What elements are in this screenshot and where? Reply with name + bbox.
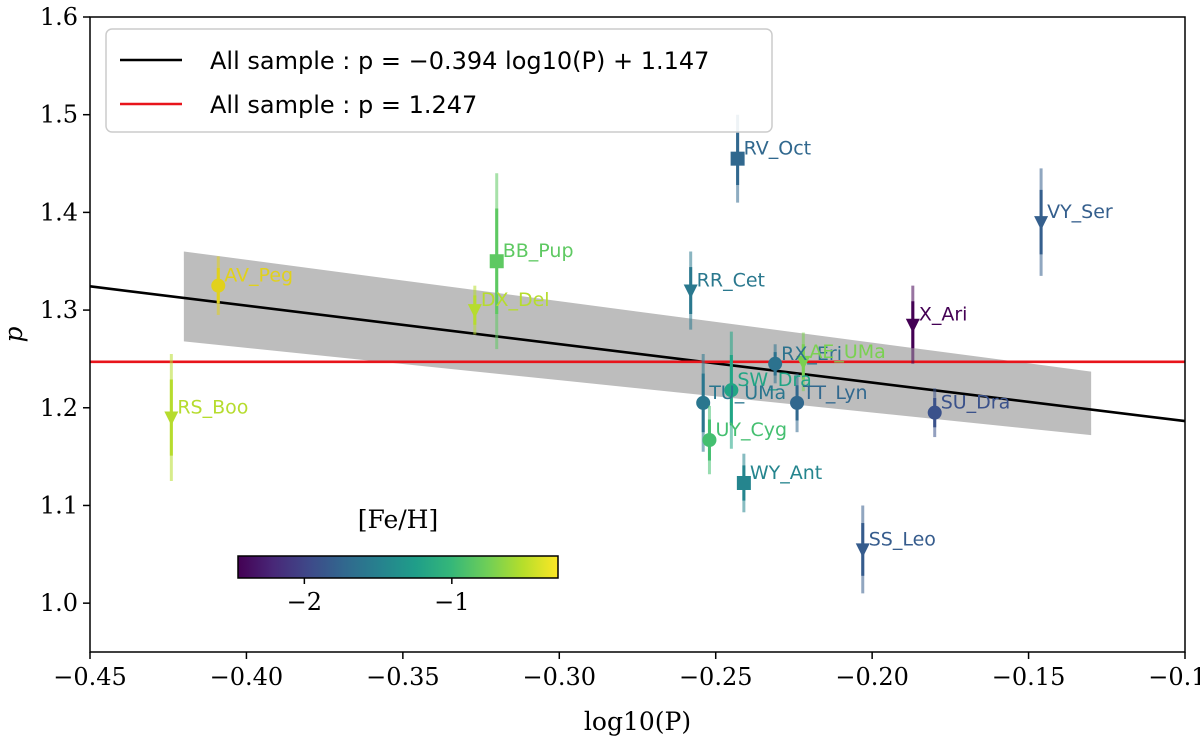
y-tick-label: 1.2 [40,394,78,422]
legend-label: All sample : p = −0.394 log10(P) + 1.147 [210,47,709,75]
data-point-ae-uma [796,332,811,392]
point-marker [736,475,751,490]
x-axis-ticks: −0.45 −0.40 −0.35 −0.30 −0.25 −0.20 −0.15 −0.10 [53,652,1200,691]
point-label: BB_Pup [503,240,574,262]
data-point-wy-ant [736,453,751,513]
data-point-su-dra [927,388,942,438]
x-tick-label: −0.35 [366,663,440,691]
data-point-rs-boo [164,354,179,482]
point-marker [927,405,942,420]
point-label: RS_Boo [177,397,248,419]
point-marker [211,278,226,293]
y-tick-label: 1.4 [40,198,78,226]
point-marker [696,395,711,410]
colorbar: [Fe/H] −2 −1 [237,505,559,616]
x-tick-label: −0.25 [679,663,753,691]
point-label: SW_Dra [737,369,811,391]
x-tick-label: −0.20 [835,663,909,691]
colorbar-tick-label: −1 [434,588,469,616]
data-points-layer [164,114,1049,594]
point-marker [730,151,745,166]
legend-label: All sample : p = 1.247 [210,91,477,119]
point-label: SU_Dra [941,392,1011,414]
data-point-sw-dra [724,331,739,449]
data-point-bb-pup [489,173,504,350]
data-point-uy-cyg [702,405,717,475]
data-point-rv-oct [730,114,745,203]
point-label: WY_Ant [750,462,822,484]
data-point-av-peg [211,256,226,315]
y-tick-label: 1.5 [40,101,78,129]
point-label: DX_Del [481,289,550,311]
point-marker [1034,216,1049,231]
point-label: X_Ari [919,304,968,326]
point-marker [905,318,920,333]
point-marker [702,433,717,448]
confidence-band [183,251,1092,436]
x-tick-label: −0.30 [523,663,597,691]
y-tick-label: 1.3 [40,296,78,324]
linear-fit-line [89,285,1186,423]
point-marker [683,284,698,299]
data-point-tu-uma [696,354,711,452]
x-tick-label: −0.40 [210,663,284,691]
fit-lines-layer [89,285,1186,423]
x-tick-label: −0.15 [992,663,1066,691]
point-label: AV_Peg [224,265,293,287]
x-tick-label: −0.45 [53,663,127,691]
colorbar-label: [Fe/H] [358,505,439,534]
colorbar-gradient [237,555,559,579]
point-marker [790,395,805,410]
confidence-band-layer [183,251,1092,436]
colorbar-tick-label: −2 [287,588,322,616]
y-axis-label: p [0,326,28,342]
point-label: TT_Lyn [802,382,868,404]
data-point-ss-leo [855,505,870,594]
data-point-dx-del [467,285,482,335]
legend: All sample : p = −0.394 log10(P) + 1.147… [105,28,773,133]
point-marker [724,383,739,398]
point-label: UY_Cyg [715,419,787,441]
y-tick-label: 1.0 [40,589,78,617]
data-point-vy-ser [1034,168,1049,276]
point-label: TU_UMa [708,382,786,404]
point-marker [467,304,482,319]
point-marker [796,355,811,370]
point-marker [489,254,504,269]
point-marker [768,356,783,371]
legend-box [105,28,773,133]
data-point-rx-eri [768,344,783,384]
data-point-x-ari [905,285,920,364]
point-label: RV_Oct [744,138,812,160]
point-label: SS_Leo [869,528,936,550]
y-axis-ticks: 1.0 1.1 1.2 1.3 1.4 1.5 1.6 [40,3,90,617]
x-axis-label: log10(P) [584,707,691,736]
point-label: AE_UMa [809,341,885,363]
point-label: VY_Ser [1047,201,1113,223]
point-label: RX_Eri [781,343,842,365]
point-labels-layer: AV_Peg DX_Del BB_Pup RS_Boo RR_Cet RV_Oct VY_S… [177,138,1113,551]
data-point-rr-cet [683,251,698,330]
y-tick-label: 1.6 [40,3,78,31]
point-label: RR_Cet [697,270,765,292]
plot-frame [89,16,1186,653]
y-tick-label: 1.1 [40,491,78,519]
x-tick-label: −0.10 [1148,663,1200,691]
point-marker [855,543,870,558]
point-marker [164,411,179,426]
data-point-tt-lyn [790,373,805,433]
